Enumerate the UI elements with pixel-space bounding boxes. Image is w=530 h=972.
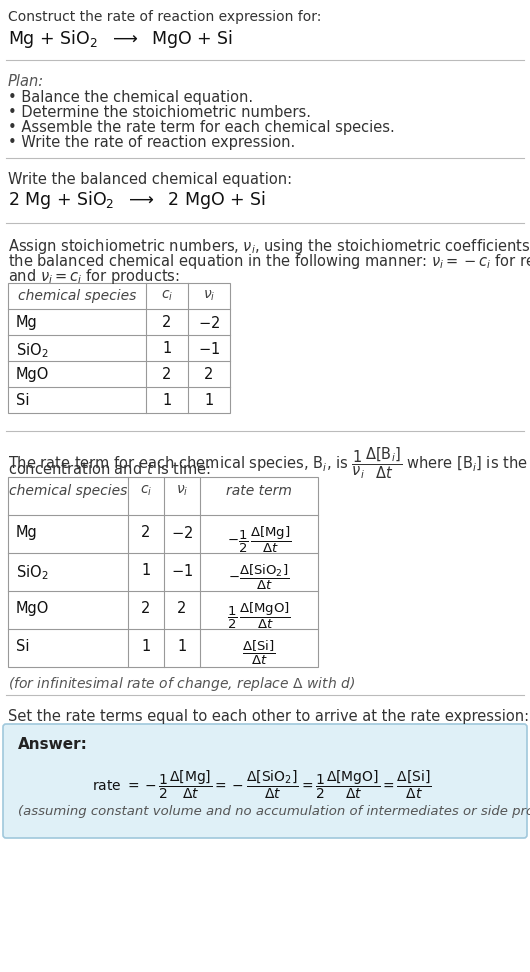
Text: MgO: MgO [16,367,49,382]
Text: $-\dfrac{1}{2}\,\dfrac{\Delta[\mathrm{Mg}]}{\Delta t}$: $-\dfrac{1}{2}\,\dfrac{\Delta[\mathrm{Mg… [227,525,292,555]
Text: Answer:: Answer: [18,737,88,752]
Text: 1: 1 [142,563,151,578]
Text: chemical species: chemical species [18,289,136,303]
Text: $-2$: $-2$ [171,525,193,541]
Text: • Assemble the rate term for each chemical species.: • Assemble the rate term for each chemic… [8,120,395,135]
Text: SiO$_2$: SiO$_2$ [16,341,48,360]
Bar [8,477,318,667]
Text: (assuming constant volume and no accumulation of intermediates or side products): (assuming constant volume and no accumul… [18,805,530,818]
Text: 2 Mg + SiO$_2$  $\longrightarrow$  2 MgO + Si: 2 Mg + SiO$_2$ $\longrightarrow$ 2 MgO +… [8,189,266,211]
Text: rate $= -\dfrac{1}{2}\dfrac{\Delta[\mathrm{Mg}]}{\Delta t} = -\dfrac{\Delta[\mat: rate $= -\dfrac{1}{2}\dfrac{\Delta[\math… [92,769,432,801]
Text: $-1$: $-1$ [198,341,220,357]
Text: $-\dfrac{\Delta[\mathrm{SiO_2}]}{\Delta t}$: $-\dfrac{\Delta[\mathrm{SiO_2}]}{\Delta … [228,563,290,592]
Text: $\dfrac{\Delta[\mathrm{Si}]}{\Delta t}$: $\dfrac{\Delta[\mathrm{Si}]}{\Delta t}$ [242,639,276,667]
Text: rate term: rate term [226,484,292,498]
Text: 1: 1 [162,393,172,408]
Text: 2: 2 [142,525,151,540]
FancyBboxPatch shape [3,724,527,838]
Text: Mg: Mg [16,525,38,540]
Text: Set the rate terms equal to each other to arrive at the rate expression:: Set the rate terms equal to each other t… [8,709,529,724]
Text: $\nu_i$: $\nu_i$ [176,484,188,499]
Text: 1: 1 [162,341,172,356]
Text: SiO$_2$: SiO$_2$ [16,563,48,581]
Text: 1: 1 [178,639,187,654]
Text: (for infinitesimal rate of change, replace $\Delta$ with $d$): (for infinitesimal rate of change, repla… [8,675,355,693]
Text: $\nu_i$: $\nu_i$ [203,289,215,303]
Text: $c_i$: $c_i$ [140,484,152,499]
Text: and $\nu_i = c_i$ for products:: and $\nu_i = c_i$ for products: [8,267,180,286]
Text: The rate term for each chemical species, B$_i$, is $\dfrac{1}{\nu_i}\dfrac{\Delt: The rate term for each chemical species,… [8,445,530,480]
Text: Si: Si [16,639,30,654]
Text: chemical species: chemical species [9,484,127,498]
Text: $c_i$: $c_i$ [161,289,173,303]
Text: 2: 2 [162,367,172,382]
Text: $-2$: $-2$ [198,315,220,331]
Text: • Determine the stoichiometric numbers.: • Determine the stoichiometric numbers. [8,105,311,120]
Text: 1: 1 [205,393,214,408]
Text: the balanced chemical equation in the following manner: $\nu_i = -c_i$ for react: the balanced chemical equation in the fo… [8,252,530,271]
Text: Construct the rate of reaction expression for:: Construct the rate of reaction expressio… [8,10,321,24]
Text: 2: 2 [204,367,214,382]
Text: concentration and $t$ is time:: concentration and $t$ is time: [8,461,211,477]
Text: 1: 1 [142,639,151,654]
Text: Assign stoichiometric numbers, $\nu_i$, using the stoichiometric coefficients, $: Assign stoichiometric numbers, $\nu_i$, … [8,237,530,256]
Text: MgO: MgO [16,601,49,616]
Text: Plan:: Plan: [8,74,44,89]
Bar [8,283,230,413]
Text: 2: 2 [162,315,172,330]
Text: Mg: Mg [16,315,38,330]
Text: Si: Si [16,393,30,408]
Text: 2: 2 [142,601,151,616]
Text: $-1$: $-1$ [171,563,193,579]
Text: • Balance the chemical equation.: • Balance the chemical equation. [8,90,253,105]
Text: • Write the rate of reaction expression.: • Write the rate of reaction expression. [8,135,295,150]
Text: Mg + SiO$_2$  $\longrightarrow$  MgO + Si: Mg + SiO$_2$ $\longrightarrow$ MgO + Si [8,28,233,50]
Text: Write the balanced chemical equation:: Write the balanced chemical equation: [8,172,292,187]
Text: $\dfrac{1}{2}\,\dfrac{\Delta[\mathrm{MgO}]}{\Delta t}$: $\dfrac{1}{2}\,\dfrac{\Delta[\mathrm{MgO… [227,601,291,631]
Text: 2: 2 [178,601,187,616]
